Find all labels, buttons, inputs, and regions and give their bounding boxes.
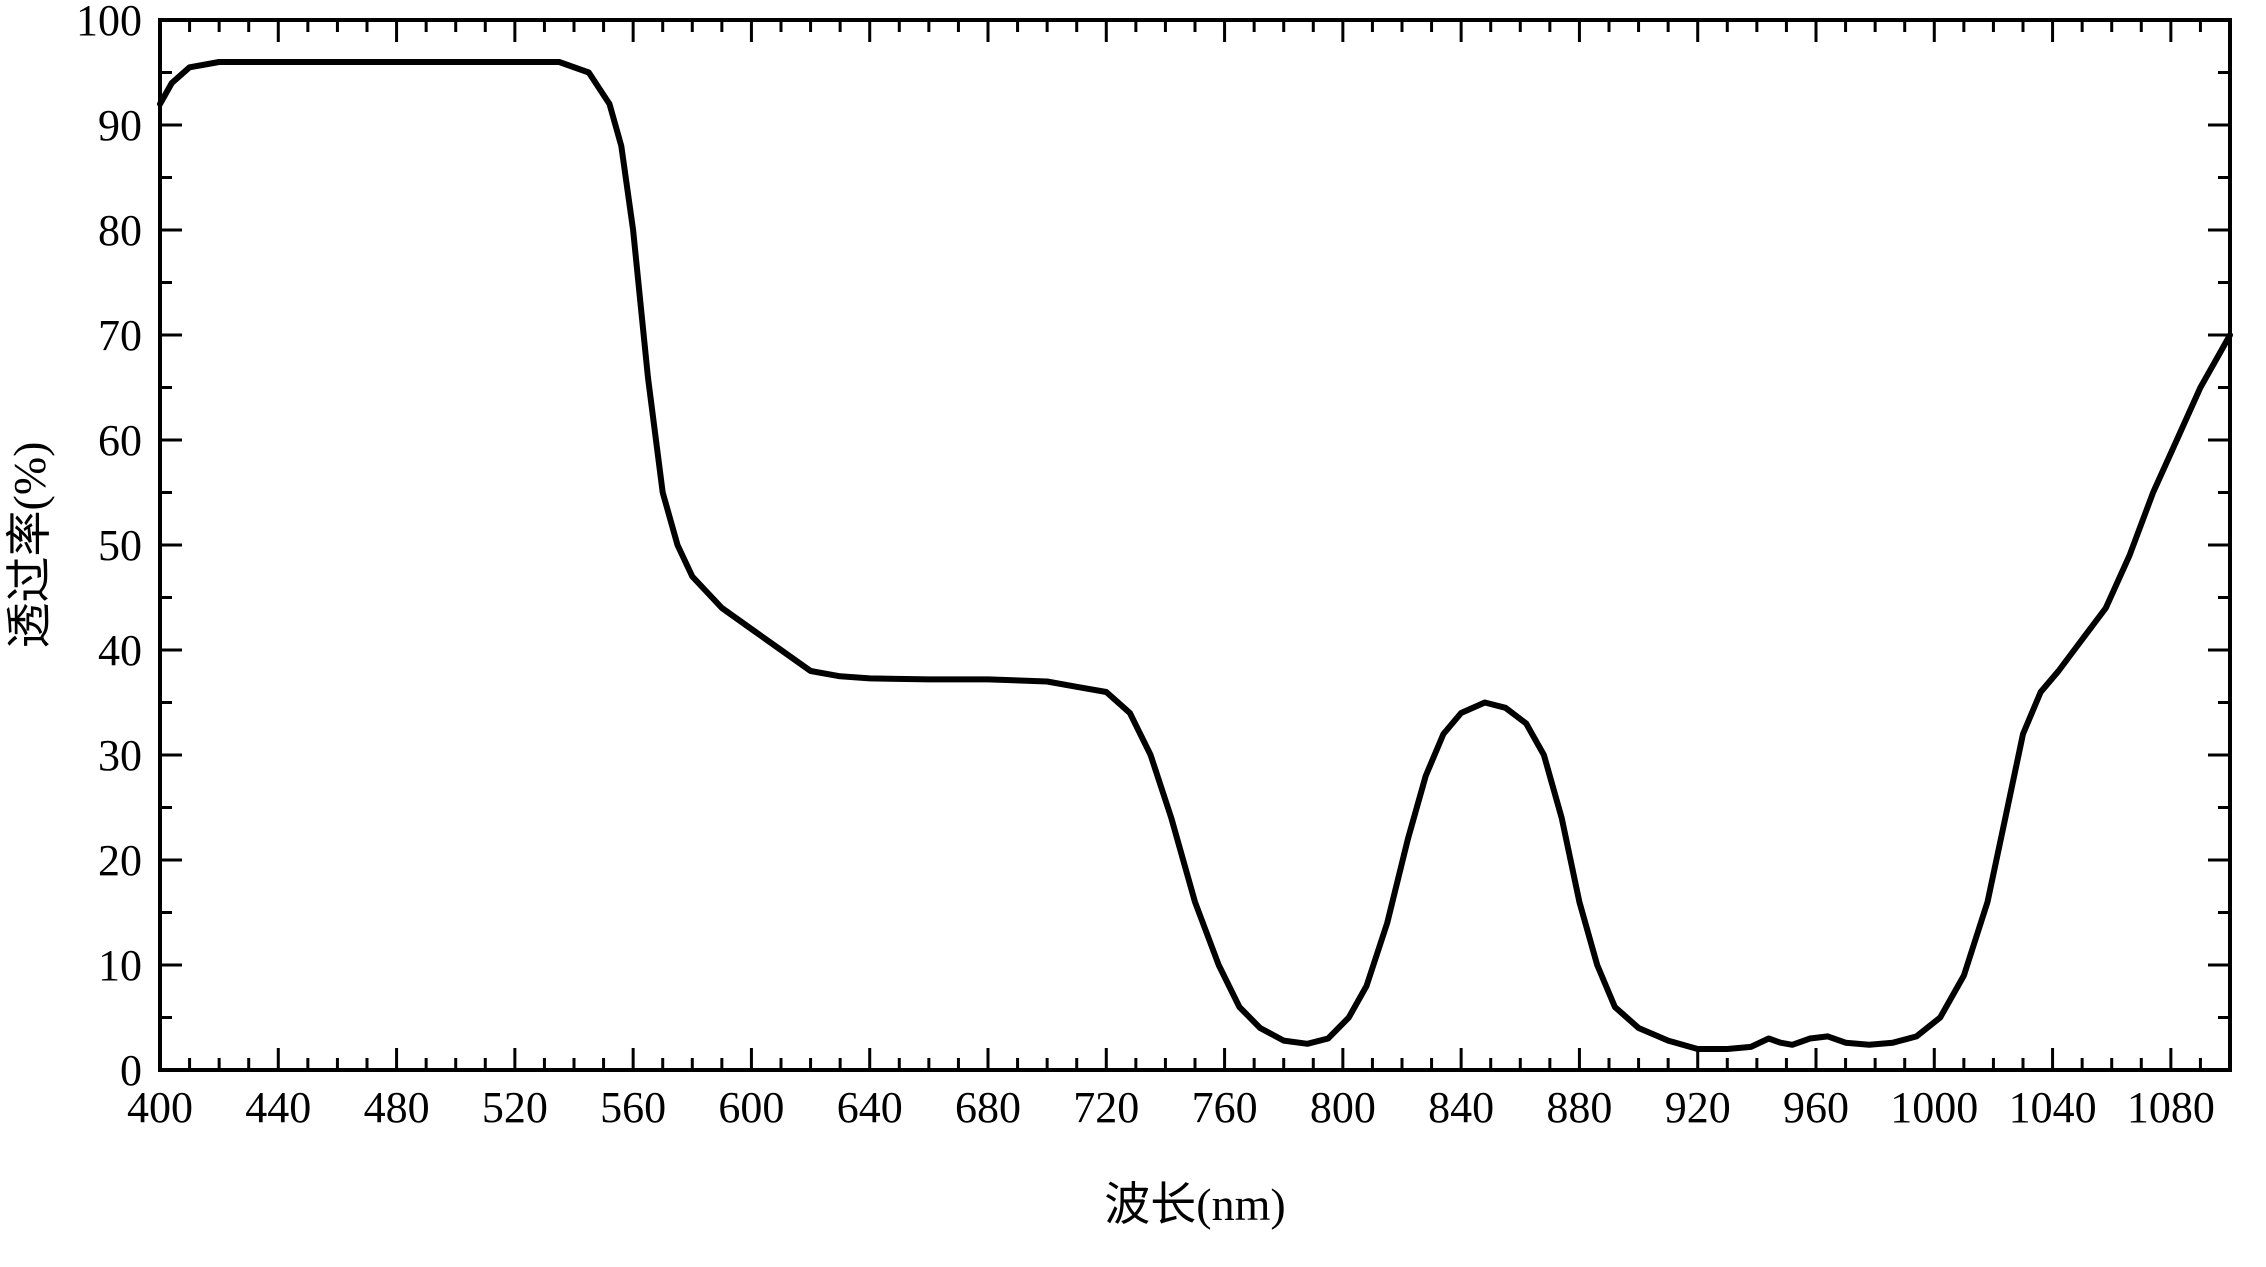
svg-text:60: 60 bbox=[98, 416, 142, 465]
svg-text:920: 920 bbox=[1665, 1083, 1731, 1132]
svg-text:720: 720 bbox=[1073, 1083, 1139, 1132]
svg-text:520: 520 bbox=[482, 1083, 548, 1132]
svg-text:840: 840 bbox=[1428, 1083, 1494, 1132]
svg-text:880: 880 bbox=[1546, 1083, 1612, 1132]
svg-text:0: 0 bbox=[120, 1046, 142, 1095]
chart-svg: 4004404805205606006406807207608008408809… bbox=[0, 0, 2266, 1267]
svg-text:80: 80 bbox=[98, 206, 142, 255]
svg-text:680: 680 bbox=[955, 1083, 1021, 1132]
svg-text:40: 40 bbox=[98, 626, 142, 675]
svg-text:480: 480 bbox=[364, 1083, 430, 1132]
svg-text:70: 70 bbox=[98, 311, 142, 360]
svg-text:1040: 1040 bbox=[2009, 1083, 2097, 1132]
transmittance-chart: 4004404805205606006406807207608008408809… bbox=[0, 0, 2266, 1267]
svg-text:20: 20 bbox=[98, 836, 142, 885]
svg-text:600: 600 bbox=[718, 1083, 784, 1132]
svg-text:960: 960 bbox=[1783, 1083, 1849, 1132]
svg-text:1080: 1080 bbox=[2127, 1083, 2215, 1132]
svg-text:800: 800 bbox=[1310, 1083, 1376, 1132]
svg-text:100: 100 bbox=[76, 0, 142, 45]
svg-text:90: 90 bbox=[98, 101, 142, 150]
svg-text:10: 10 bbox=[98, 941, 142, 990]
svg-text:560: 560 bbox=[600, 1083, 666, 1132]
x-axis-label: 波长(nm) bbox=[1104, 1179, 1285, 1230]
svg-text:640: 640 bbox=[837, 1083, 903, 1132]
svg-text:760: 760 bbox=[1192, 1083, 1258, 1132]
svg-text:1000: 1000 bbox=[1890, 1083, 1978, 1132]
y-axis-label: 透过率(%) bbox=[4, 442, 55, 649]
svg-text:50: 50 bbox=[98, 521, 142, 570]
svg-text:30: 30 bbox=[98, 731, 142, 780]
svg-text:440: 440 bbox=[245, 1083, 311, 1132]
